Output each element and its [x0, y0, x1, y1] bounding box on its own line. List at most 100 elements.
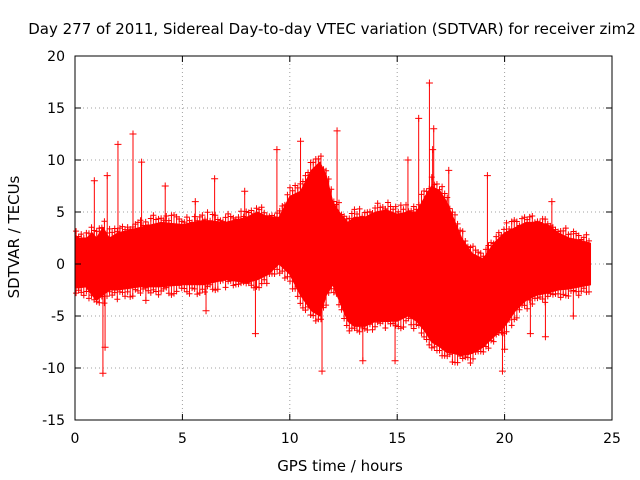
series-point	[413, 206, 420, 213]
series-point	[359, 213, 366, 220]
series-point	[392, 203, 399, 210]
series-point	[292, 285, 299, 292]
series-point	[287, 184, 294, 191]
series-point	[421, 333, 428, 340]
series-point	[93, 298, 100, 305]
series-point	[222, 284, 229, 291]
outlier-point	[138, 158, 146, 166]
series-point	[343, 215, 350, 222]
series-point	[281, 201, 288, 208]
series-point	[96, 225, 103, 232]
series-point	[423, 188, 430, 195]
series-point	[96, 299, 103, 306]
series-point	[155, 291, 162, 298]
series-point	[454, 359, 461, 366]
x-tick-label: 5	[178, 431, 187, 447]
series-point	[271, 270, 278, 277]
series-point	[78, 231, 85, 238]
series-point	[392, 322, 399, 329]
series-point	[470, 243, 477, 250]
series-point	[227, 213, 234, 220]
series-point	[366, 208, 373, 215]
y-axis-label: SDTVAR / TECUs	[5, 175, 23, 298]
series-point	[555, 228, 562, 235]
series-point	[379, 318, 386, 325]
series-point	[428, 344, 435, 351]
series-point	[426, 341, 433, 348]
series-point	[418, 191, 425, 198]
series-point	[575, 292, 582, 299]
x-tick-label: 0	[71, 431, 80, 447]
series-point	[214, 216, 221, 223]
series-point	[374, 200, 381, 207]
series-point	[317, 153, 324, 160]
series-point	[454, 220, 461, 227]
series-point	[101, 300, 108, 307]
outlier-point	[391, 357, 399, 365]
outlier-point	[404, 156, 412, 164]
series-point	[549, 291, 556, 298]
series-point	[565, 292, 572, 299]
series-point	[451, 211, 458, 218]
outlier-point	[251, 330, 259, 338]
series-point	[400, 324, 407, 331]
series-point	[464, 243, 471, 250]
series-point	[346, 215, 353, 222]
series-point	[98, 293, 105, 300]
series-point	[493, 233, 500, 240]
series-point	[274, 266, 281, 273]
series-point	[194, 291, 201, 298]
series-point	[323, 302, 330, 309]
series-point	[147, 215, 154, 222]
series-point	[354, 327, 361, 334]
series-point	[328, 285, 335, 292]
series-point	[415, 322, 422, 329]
series-band	[74, 161, 592, 357]
series-point	[495, 329, 502, 336]
series-point	[320, 304, 327, 311]
series-point	[467, 359, 474, 366]
series-point	[573, 288, 580, 295]
outlier-point	[191, 198, 199, 206]
series-point	[225, 278, 232, 285]
series-point	[539, 296, 546, 303]
series-point	[341, 315, 348, 322]
series-point	[328, 186, 335, 193]
series-point	[137, 217, 144, 224]
outlier-point	[161, 182, 169, 190]
series-point	[191, 213, 198, 220]
series-point	[73, 228, 80, 235]
series-point	[106, 288, 113, 295]
series-point	[562, 225, 569, 232]
series-point	[462, 237, 469, 244]
series-point	[80, 292, 87, 299]
series-point	[457, 227, 464, 234]
series-point	[410, 325, 417, 332]
series-point	[475, 249, 482, 256]
series-point	[142, 218, 149, 225]
outlier-point	[307, 302, 315, 310]
series-point	[78, 289, 85, 296]
series-point	[498, 232, 505, 239]
outlier-point	[445, 166, 453, 174]
outlier-point	[273, 146, 281, 154]
series-point	[253, 283, 260, 290]
series-point	[111, 289, 118, 296]
series-point	[485, 345, 492, 352]
series-point	[413, 321, 420, 328]
series-point	[503, 219, 510, 226]
y-tick-label: 20	[47, 49, 65, 65]
series-point	[181, 219, 188, 226]
series-point	[384, 199, 391, 206]
series-point	[364, 327, 371, 334]
series-point	[500, 226, 507, 233]
series-point	[449, 358, 456, 365]
series-point	[410, 203, 417, 210]
series-point	[230, 282, 237, 289]
outlier-point	[430, 125, 438, 133]
series-point	[147, 289, 154, 296]
series-point	[227, 277, 234, 284]
series-point	[119, 223, 126, 230]
series-point	[459, 228, 466, 235]
outlier-point	[90, 177, 98, 185]
